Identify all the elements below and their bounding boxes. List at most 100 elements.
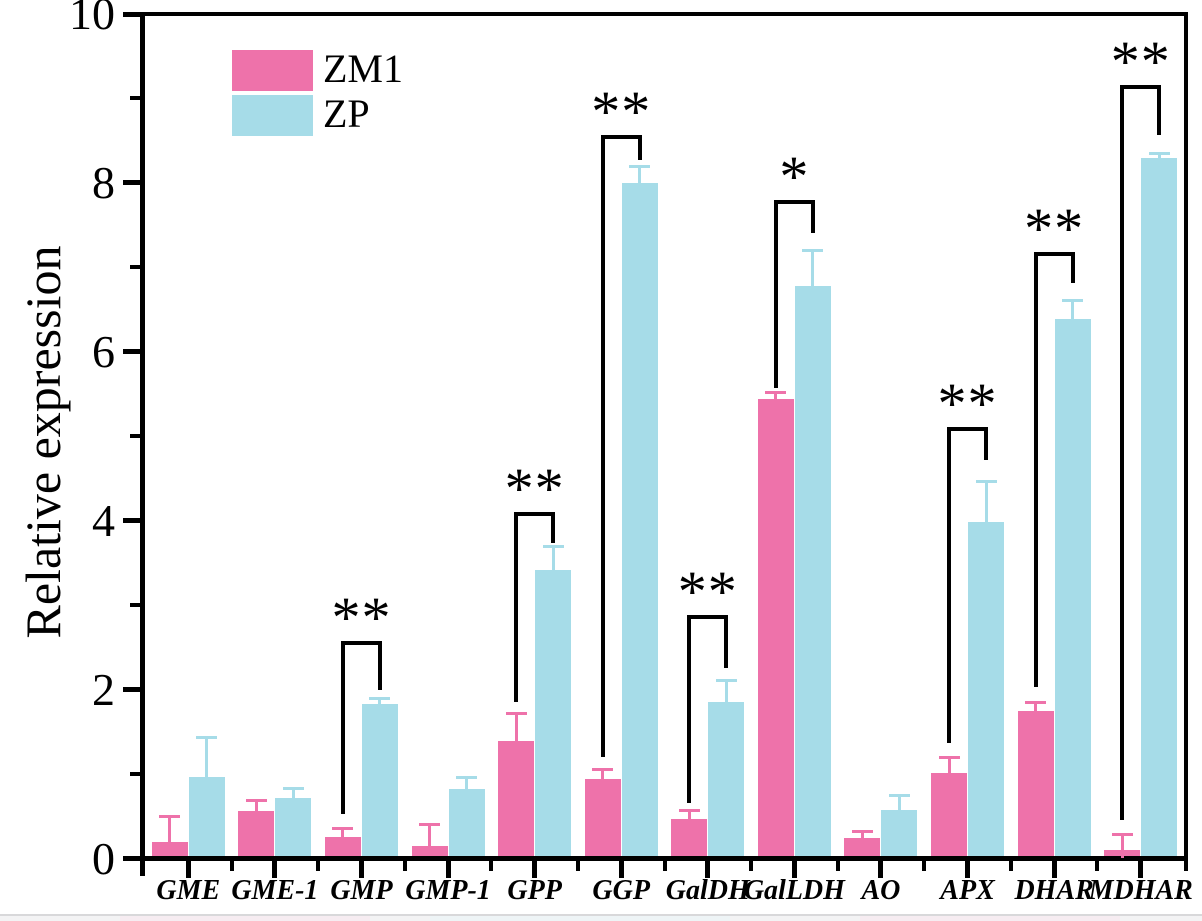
- significance-bracket-left-drop: [600, 134, 605, 758]
- error-bar-whisker: [341, 828, 345, 846]
- bar-ZP-GGP: [621, 182, 658, 856]
- significance-label: **: [1110, 28, 1171, 94]
- category-label: DHAR: [1014, 875, 1094, 906]
- x-axis-minor-tick: [662, 861, 667, 871]
- strip-tint-segment: [120, 916, 370, 921]
- strip-tint-segment: [860, 916, 1120, 921]
- x-axis-minor-tick: [402, 861, 407, 871]
- significance-bracket-top: [773, 199, 815, 204]
- y-axis-tick-label: 8: [92, 156, 115, 208]
- x-axis-major-tick: [272, 861, 278, 878]
- y-axis-major-tick: [123, 180, 140, 186]
- error-bar-cap: [196, 736, 218, 740]
- error-bar-whisker: [1071, 300, 1075, 327]
- x-axis-major-tick: [1138, 861, 1144, 878]
- error-bar-whisker: [514, 713, 518, 750]
- y-axis-title: Relative expression: [15, 245, 71, 639]
- significance-bracket-top: [1033, 252, 1075, 257]
- y-axis-major-tick: [123, 349, 140, 355]
- error-bar-whisker: [1034, 702, 1038, 719]
- bar-ZM1-GalLDH: [757, 399, 794, 856]
- bar-ZM1-GMP: [324, 837, 361, 856]
- error-bar-cap: [332, 826, 354, 830]
- legend-swatch-ZP: [232, 95, 313, 136]
- error-bar-whisker: [205, 737, 209, 786]
- y-axis-minor-tick: [130, 772, 140, 777]
- error-bar-cap: [505, 711, 527, 715]
- bar-ZM1-GPP: [498, 741, 535, 856]
- x-axis-major-tick: [618, 861, 624, 878]
- category-label: GMP: [330, 875, 393, 906]
- error-bar-cap: [542, 545, 564, 549]
- significance-bracket-left-drop: [947, 426, 952, 743]
- error-bar-whisker: [1157, 153, 1161, 167]
- error-bar-cap: [282, 786, 304, 790]
- error-bar-cap: [715, 678, 737, 682]
- bar-ZP-GalDH: [708, 702, 745, 856]
- error-bar-whisker: [984, 481, 988, 530]
- error-bar-cap: [592, 768, 614, 772]
- bottom-edge-strip: [0, 914, 1202, 921]
- error-bar-cap: [678, 808, 700, 812]
- category-label: GGP: [592, 875, 650, 906]
- y-axis-minor-tick: [130, 96, 140, 101]
- x-axis-major-tick: [1051, 861, 1057, 878]
- x-axis-major-tick: [878, 861, 884, 878]
- error-bar-cap: [802, 248, 824, 252]
- error-bar-cap: [419, 823, 441, 827]
- category-label: MDHAR: [1088, 875, 1193, 906]
- bar-ZP-GME-1: [275, 797, 312, 856]
- significance-label: **: [591, 78, 652, 144]
- y-axis-tick-label: 10: [69, 0, 115, 39]
- y-axis-minor-tick: [130, 434, 140, 439]
- significance-bracket-left-drop: [773, 199, 778, 389]
- bar-ZM1-APX: [931, 773, 968, 856]
- x-axis-major-tick: [532, 861, 538, 878]
- bar-ZP-DHAR: [1054, 318, 1091, 856]
- y-axis-major-tick: [123, 518, 140, 524]
- x-axis-corner-stub-left: [140, 861, 145, 876]
- error-bar-whisker: [291, 788, 295, 806]
- strip-tint-segment: [430, 916, 730, 921]
- y-axis-major-tick: [123, 11, 140, 17]
- significance-bracket-top: [947, 426, 989, 431]
- x-axis-minor-tick: [749, 861, 754, 871]
- error-bar-whisker: [687, 810, 691, 827]
- bar-ZP-GalLDH: [794, 285, 831, 856]
- error-bar-cap: [629, 164, 651, 168]
- x-axis-minor-tick: [1095, 861, 1100, 871]
- significance-bracket-right-drop: [551, 512, 556, 543]
- category-label: GalLDH: [743, 875, 845, 906]
- bar-ZP-MDHAR: [1141, 158, 1178, 856]
- legend-swatch-ZM1: [232, 50, 313, 91]
- error-bar-cap: [975, 479, 997, 483]
- y-axis-minor-tick: [130, 265, 140, 270]
- x-axis-major-tick: [358, 861, 364, 878]
- x-axis-major-tick: [791, 861, 797, 878]
- x-axis-minor-tick: [922, 861, 927, 871]
- error-bar-whisker: [551, 546, 555, 578]
- error-bar-cap: [369, 696, 391, 700]
- significance-bracket-right-drop: [1070, 252, 1075, 284]
- error-bar-whisker: [465, 777, 469, 798]
- category-label: GPP: [507, 875, 562, 906]
- y-axis-major-tick: [123, 687, 140, 693]
- x-axis-major-tick: [185, 861, 191, 878]
- error-bar-cap: [1111, 833, 1133, 837]
- significance-bracket-top: [340, 640, 382, 645]
- error-bar-whisker: [1120, 834, 1124, 859]
- legend-label-ZP: ZP: [323, 91, 370, 136]
- legend-label-ZM1: ZM1: [323, 46, 403, 91]
- error-bar-whisker: [254, 800, 258, 820]
- x-axis-minor-tick: [316, 861, 321, 871]
- y-axis-tick-label: 0: [92, 832, 115, 884]
- x-axis-major-tick: [445, 861, 451, 878]
- error-bar-cap: [1148, 151, 1170, 155]
- x-axis-minor-tick: [229, 861, 234, 871]
- error-bar-cap: [938, 755, 960, 759]
- significance-bracket-left-drop: [340, 640, 345, 814]
- bar-ZP-GMP-1: [448, 789, 485, 856]
- error-bar-whisker: [774, 392, 778, 408]
- significance-bracket-left-drop: [514, 512, 519, 703]
